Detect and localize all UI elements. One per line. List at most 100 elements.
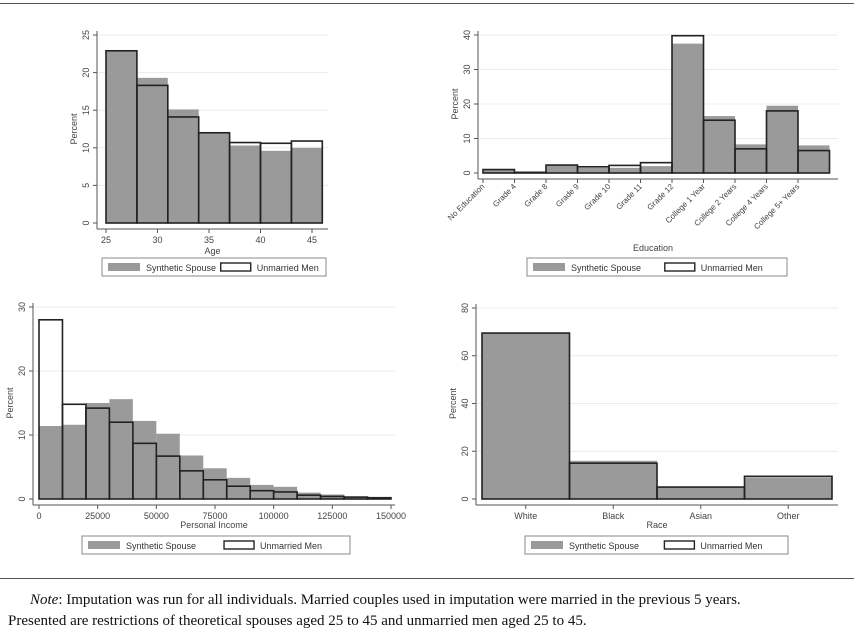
note-text-1: : Imputation was run for all individuals… xyxy=(58,592,741,608)
x-tick-label: 45 xyxy=(307,235,317,245)
bar-synthetic-spouse xyxy=(640,166,672,173)
x-axis-label: Race xyxy=(646,520,667,530)
x-tick-label: 50000 xyxy=(144,511,169,521)
x-tick-label: 150000 xyxy=(376,511,406,521)
legend-box xyxy=(526,257,788,277)
y-tick-label: 40 xyxy=(462,30,472,40)
legend-swatch-unmarried xyxy=(664,262,696,272)
figure-note: Note: Imputation was run for all individ… xyxy=(8,590,848,632)
legend-box xyxy=(524,535,789,555)
x-tick-label: 0 xyxy=(36,511,41,521)
x-tick-label: 30 xyxy=(152,235,162,245)
note-line-2: Presented are restrictions of theoretica… xyxy=(8,613,587,629)
bar-unmarried-men xyxy=(743,475,833,500)
bar-synthetic-spouse xyxy=(483,169,515,173)
y-tick-label: 20 xyxy=(462,99,472,109)
x-tick-label: Grade 10 xyxy=(582,182,612,212)
y-axis-label: Percent xyxy=(5,387,15,419)
bar-synthetic-spouse xyxy=(179,455,204,499)
legend-swatch-unmarried xyxy=(663,540,696,550)
bar-unmarried-men xyxy=(290,140,324,224)
legend-label-synthetic: Synthetic Spouse xyxy=(569,541,639,551)
x-tick-label: 25000 xyxy=(85,511,110,521)
x-tick-label: No Education xyxy=(446,182,486,222)
bar-synthetic-spouse xyxy=(569,460,657,499)
bar-synthetic-spouse xyxy=(609,167,641,173)
y-tick-label: 10 xyxy=(462,133,472,143)
legend-label-synthetic: Synthetic Spouse xyxy=(126,541,196,551)
y-tick-label: 20 xyxy=(81,68,91,78)
bar-synthetic-spouse xyxy=(109,399,133,499)
bar-unmarried-men xyxy=(797,149,831,174)
bar-synthetic-spouse xyxy=(482,333,570,499)
bar-unmarried-men xyxy=(481,332,571,500)
x-tick-label: 35 xyxy=(204,235,214,245)
legend-label-synthetic: Synthetic Spouse xyxy=(146,263,216,273)
legend-label-unmarried: Unmarried Men xyxy=(701,263,763,273)
bar-synthetic-spouse xyxy=(744,477,832,499)
y-tick-label: 0 xyxy=(462,170,472,175)
x-tick-label: White xyxy=(514,511,537,521)
y-axis-label: Percent xyxy=(69,113,79,145)
y-tick-label: 20 xyxy=(460,446,470,456)
x-tick-label: Grade 11 xyxy=(614,182,644,212)
y-tick-label: 60 xyxy=(460,351,470,361)
bar-unmarried-men xyxy=(513,171,547,174)
bar-synthetic-spouse xyxy=(229,145,261,223)
y-tick-label: 15 xyxy=(81,105,91,115)
bar-synthetic-spouse xyxy=(250,484,274,499)
x-axis-label: Education xyxy=(633,243,673,253)
y-tick-label: 25 xyxy=(81,30,91,40)
y-tick-label: 30 xyxy=(17,302,27,312)
legend-swatch-unmarried xyxy=(223,540,255,550)
bar-synthetic-spouse xyxy=(260,150,292,223)
bar-synthetic-spouse xyxy=(198,132,230,223)
x-tick-label: Grade 8 xyxy=(523,182,550,209)
bar-unmarried-men xyxy=(702,119,736,174)
legend-swatch-synthetic xyxy=(88,541,120,549)
legend-swatch-unmarried xyxy=(220,262,252,272)
bar-synthetic-spouse xyxy=(156,433,180,499)
x-tick-label: Asian xyxy=(689,511,712,521)
y-tick-label: 10 xyxy=(81,143,91,153)
bar-synthetic-spouse xyxy=(132,420,157,499)
bar-synthetic-spouse xyxy=(85,403,110,499)
y-tick-label: 80 xyxy=(460,303,470,313)
x-tick-label: Other xyxy=(777,511,800,521)
legend-box xyxy=(101,257,327,277)
legend-swatch-synthetic xyxy=(533,263,565,271)
y-tick-label: 10 xyxy=(17,430,27,440)
bottom-rule xyxy=(0,578,854,579)
x-tick-label: Grade 12 xyxy=(645,182,675,212)
bar-synthetic-spouse xyxy=(672,43,704,173)
x-tick-label: 40 xyxy=(255,235,265,245)
x-tick-label: 100000 xyxy=(259,511,289,521)
x-tick-label: 75000 xyxy=(202,511,227,521)
legend-label-unmarried: Unmarried Men xyxy=(260,541,322,551)
legend-label-unmarried: Unmarried Men xyxy=(700,541,762,551)
bar-synthetic-spouse xyxy=(62,424,86,499)
x-axis-label: Personal Income xyxy=(180,520,248,530)
figure-panels: 0 5 10 15 20 25 25 30 35 40 45 Percent Age Synthetic … xyxy=(5,30,838,555)
bar-unmarried-men xyxy=(366,496,392,500)
bar-synthetic-spouse xyxy=(273,486,298,499)
x-tick-label: Grade 9 xyxy=(554,182,581,209)
x-tick-label: Grade 4 xyxy=(491,182,518,209)
y-tick-label: 20 xyxy=(17,366,27,376)
x-tick-label: 25 xyxy=(101,235,111,245)
y-axis-label: Percent xyxy=(448,387,458,419)
legend-swatch-synthetic xyxy=(531,541,563,549)
bar-unmarried-men xyxy=(765,110,799,174)
note-line-1: Note: Imputation was run for all individ… xyxy=(8,590,848,611)
bar-synthetic-spouse xyxy=(703,116,735,173)
x-tick-label: Black xyxy=(602,511,625,521)
y-tick-label: 0 xyxy=(460,496,470,501)
x-axis-label: Age xyxy=(204,246,220,256)
bar-synthetic-spouse xyxy=(39,426,63,499)
bar-synthetic-spouse xyxy=(136,77,168,223)
legend-swatch-synthetic xyxy=(108,263,140,271)
note-label: Note xyxy=(30,592,59,608)
bar-synthetic-spouse xyxy=(291,147,323,223)
bar-synthetic-spouse xyxy=(546,165,578,173)
y-axis-label: Percent xyxy=(450,88,460,120)
